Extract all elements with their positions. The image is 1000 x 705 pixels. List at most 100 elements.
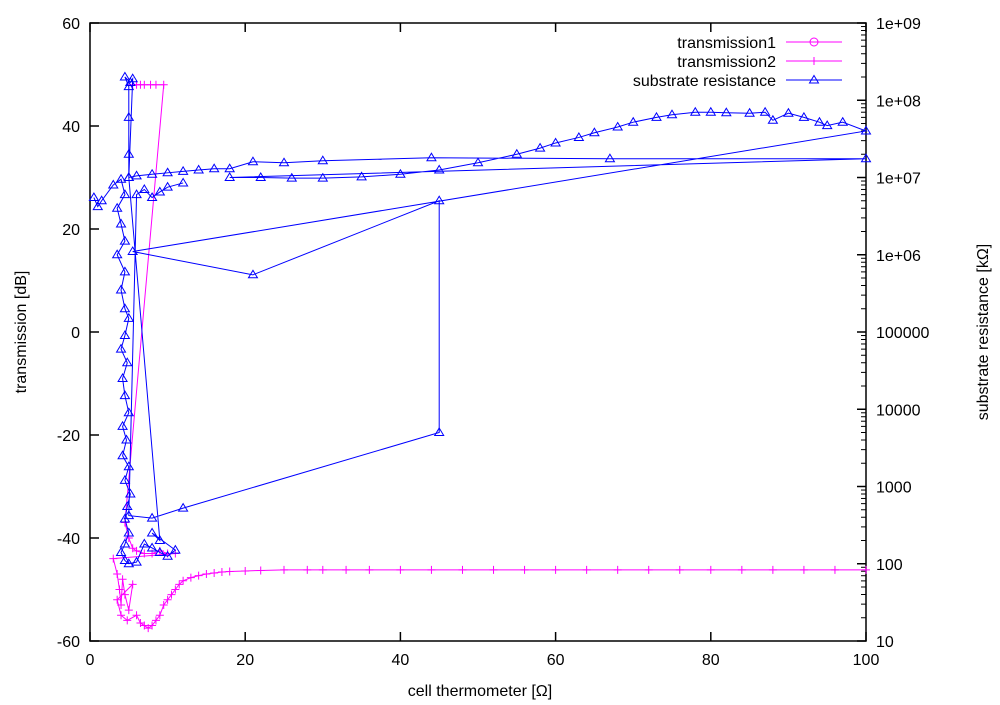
data-point (115, 173, 127, 183)
data-point (365, 565, 374, 574)
data-point (737, 565, 746, 574)
x-tick-label: 20 (236, 652, 254, 669)
series-line-1 (112, 84, 866, 629)
data-point (604, 153, 616, 163)
data-point (511, 148, 523, 158)
y2-tick-label: 1e+06 (876, 248, 921, 265)
data-point (317, 155, 329, 165)
y2-tick-label: 10 (876, 634, 894, 651)
y-tick-label: -20 (57, 428, 80, 445)
data-point (154, 546, 166, 556)
y-tick-label: 60 (62, 16, 80, 33)
data-point (119, 71, 131, 81)
y2-tick-label: 10000 (876, 402, 921, 419)
data-point (119, 390, 131, 400)
data-point (119, 189, 131, 199)
data-point (128, 580, 137, 589)
data-point (96, 195, 108, 205)
data-point (123, 616, 132, 625)
data-point (472, 157, 484, 167)
data-point (317, 172, 329, 182)
data-point (278, 157, 290, 167)
y2-tick-label: 100000 (876, 325, 929, 342)
data-point (202, 570, 211, 579)
data-point (433, 195, 445, 205)
data-point (720, 107, 732, 117)
data-point (798, 111, 810, 121)
data-point (286, 172, 298, 182)
data-point (123, 312, 135, 322)
data-point (705, 106, 717, 116)
data-point (138, 538, 150, 548)
data-point (131, 556, 142, 566)
data-point (179, 576, 188, 585)
x-tick-label: 100 (853, 652, 880, 669)
data-point (119, 555, 131, 565)
data-point (666, 109, 678, 119)
data-point (217, 567, 226, 576)
data-point (193, 164, 205, 174)
data-point (111, 202, 123, 212)
data-point (573, 131, 585, 141)
data-point (117, 373, 128, 383)
data-point (167, 590, 176, 599)
data-point (123, 510, 135, 520)
data-point (395, 168, 406, 178)
data-point (830, 565, 839, 574)
data-point (124, 534, 133, 542)
data-point (151, 80, 160, 89)
data-point (148, 621, 157, 630)
data-point (194, 571, 203, 580)
y-tick-label: -60 (57, 634, 80, 651)
data-point (582, 565, 591, 574)
data-point (124, 606, 133, 615)
y-axis-label: transmission [dB] (13, 271, 30, 394)
data-point (138, 183, 150, 193)
data-point (92, 201, 104, 211)
series-line-2 (93, 76, 868, 565)
data-point (146, 527, 158, 537)
data-point (154, 535, 166, 544)
legend-marker (810, 57, 818, 65)
data-point (177, 502, 189, 512)
data-point (612, 121, 624, 131)
data-point (111, 249, 123, 259)
data-point (109, 554, 118, 563)
data-point (210, 569, 219, 578)
data-point (131, 170, 142, 180)
data-point (151, 616, 160, 625)
data-point (146, 512, 158, 522)
data-point (117, 420, 128, 430)
data-point (117, 611, 126, 620)
data-point (123, 148, 135, 158)
data-point (675, 565, 684, 574)
y2-tick-label: 1e+07 (876, 171, 921, 188)
data-point (113, 595, 122, 604)
data-point (169, 544, 181, 554)
data-point (689, 106, 701, 116)
data-point (342, 565, 351, 574)
data-point (318, 565, 327, 574)
data-point (159, 600, 168, 609)
data-point (123, 111, 135, 121)
data-point (427, 565, 436, 574)
y2-axis-label: substrate resistance [kΩ] (975, 244, 992, 420)
y2-tick-label: 1000 (876, 480, 912, 497)
data-point (255, 172, 267, 181)
data-point (159, 80, 168, 89)
data-point (121, 501, 133, 511)
data-point (458, 565, 467, 574)
data-point (520, 565, 529, 574)
data-point (256, 566, 265, 575)
data-point (247, 156, 259, 166)
data-point (433, 164, 445, 174)
data-point (119, 235, 131, 245)
data-point (107, 179, 119, 189)
y2-tick-label: 1e+09 (876, 16, 921, 33)
data-point (768, 565, 777, 574)
data-point (175, 580, 184, 589)
data-point (426, 152, 437, 162)
data-point (127, 73, 139, 83)
data-point (132, 546, 141, 555)
data-point (115, 343, 127, 353)
